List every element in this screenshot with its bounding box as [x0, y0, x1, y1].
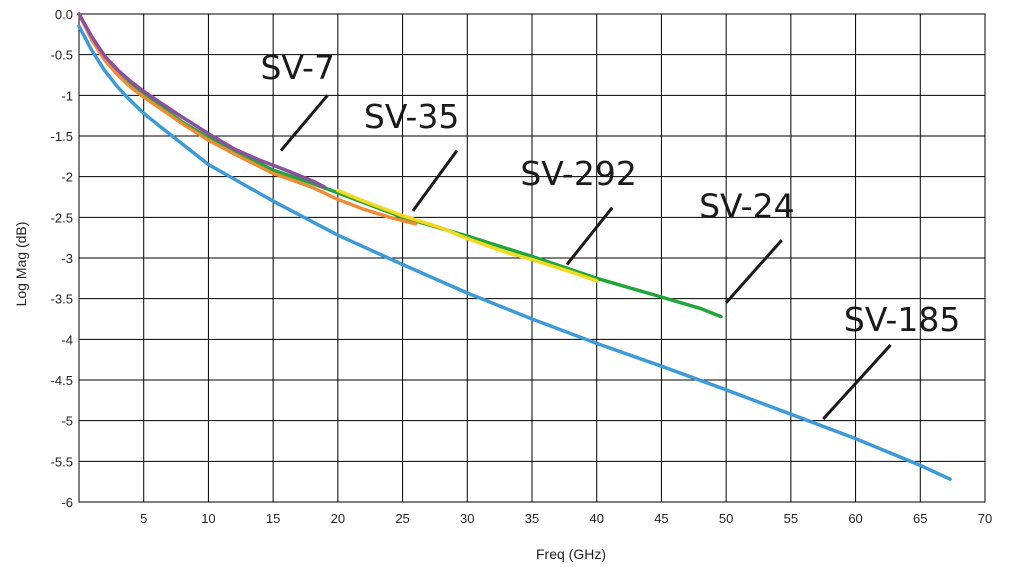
series-annotations: SV-7 SV-35 SV-292 SV-24 SV-185: [260, 48, 960, 421]
x-tick-label: 50: [719, 511, 733, 526]
y-tick-label: 0.0: [55, 7, 73, 22]
x-tick-label: 25: [395, 511, 409, 526]
annotation-leader-sv-7: [279, 94, 329, 152]
series-line-sv-292: [336, 188, 599, 283]
y-tick-label: -3: [61, 251, 73, 266]
x-tick-label: 70: [978, 511, 992, 526]
y-tick-label: -5.5: [51, 454, 73, 469]
x-tick-label: 10: [201, 511, 215, 526]
y-tick-label: -5: [61, 414, 73, 429]
y-tick-label: -4: [61, 332, 73, 347]
y-axis-label: Log Mag (dB): [13, 222, 29, 307]
series-line-sv-185: [77, 24, 952, 481]
x-tick-label: 40: [589, 511, 603, 526]
y-tick-label: -6: [61, 495, 73, 510]
y-tick-label: -1.5: [51, 129, 73, 144]
x-tick-label: 35: [525, 511, 539, 526]
y-tick-label: -3.5: [51, 292, 73, 307]
annotation-leader-sv-24: [725, 239, 783, 304]
annotation-leader-sv-185: [822, 344, 892, 421]
annotation-label-sv-24: SV-24: [699, 186, 795, 225]
series-line-sv-35: [77, 12, 418, 226]
y-tick-label: -2.5: [51, 210, 73, 225]
x-tick-label: 30: [460, 511, 474, 526]
y-tick-label: -2: [61, 170, 73, 185]
annotation-label-sv-185: SV-185: [844, 300, 960, 339]
annotation-label-sv-7: SV-7: [260, 48, 335, 87]
series-lines: [77, 12, 952, 481]
x-tick-label: 65: [913, 511, 927, 526]
annotation-leader-sv-292: [565, 206, 614, 266]
annotation-leader-sv-35: [411, 149, 459, 212]
x-axis-label: Freq (GHz): [536, 546, 606, 562]
x-tick-label: 60: [848, 511, 862, 526]
x-tick-label: 15: [266, 511, 280, 526]
series-line-sv-24: [77, 12, 723, 319]
y-tick-labels: 0.0 -0.5 -1 -1.5 -2 -2.5 -3 -3.5 -4 -4.5 -5 -5.5 -6: [51, 7, 73, 510]
y-tick-label: -1: [61, 88, 73, 103]
x-tick-labels: 5 10 15 20 25 30 35 40 45 50 55 60 65 70: [140, 511, 992, 526]
x-tick-label: 55: [784, 511, 798, 526]
x-tick-label: 20: [331, 511, 345, 526]
x-tick-label: 5: [140, 511, 147, 526]
annotation-label-sv-35: SV-35: [364, 97, 460, 136]
series-line-sv-7: [77, 12, 327, 189]
annotation-label-sv-292: SV-292: [520, 154, 636, 193]
x-tick-label: 45: [654, 511, 668, 526]
y-tick-label: -4.5: [51, 373, 73, 388]
y-tick-label: -0.5: [51, 48, 73, 63]
